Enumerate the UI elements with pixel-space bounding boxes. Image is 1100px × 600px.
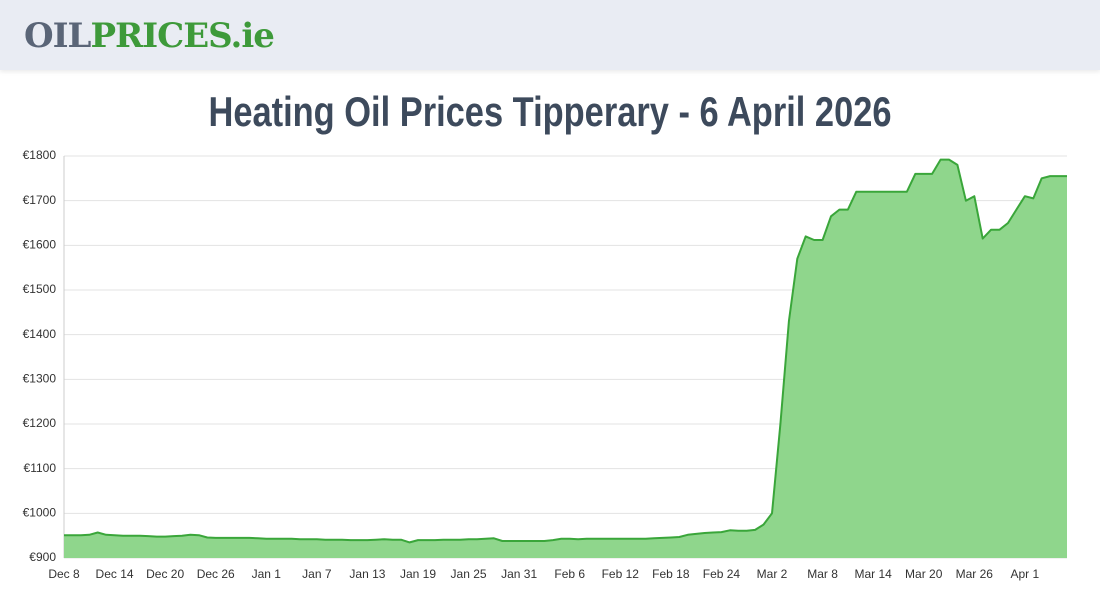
x-tick-label: Dec 8 (48, 567, 80, 581)
x-tick-label: Jan 19 (400, 567, 436, 581)
y-tick-label: €1400 (23, 327, 57, 341)
x-tick-label: Feb 24 (703, 567, 741, 581)
x-tick-label: Dec 20 (146, 567, 184, 581)
y-tick-label: €1000 (23, 506, 57, 520)
x-tick-label: Jan 1 (252, 567, 282, 581)
chart-title: Heating Oil Prices Tipperary - 6 April 2… (208, 89, 891, 136)
x-tick-label: Jan 7 (302, 567, 332, 581)
x-tick-label: Mar 14 (854, 567, 892, 581)
y-tick-label: €1500 (23, 282, 57, 296)
x-tick-label: Mar 26 (956, 567, 994, 581)
y-tick-label: €1700 (23, 193, 57, 207)
x-tick-label: Apr 1 (1011, 567, 1040, 581)
y-tick-label: €900 (29, 550, 56, 564)
x-tick-label: Feb 12 (602, 567, 640, 581)
x-tick-label: Jan 13 (349, 567, 385, 581)
y-tick-label: €1100 (24, 461, 57, 475)
line (64, 158, 1067, 544)
y-tick-label: €1800 (23, 148, 57, 162)
x-tick-label: Mar 20 (905, 567, 943, 581)
logo-text: PRICES.ie (90, 16, 274, 56)
y-tick-label: €1200 (23, 416, 57, 430)
x-tick-label: Jan 25 (451, 567, 487, 581)
x-tick-label: Mar 2 (757, 567, 788, 581)
y-tick-label: €1600 (23, 238, 57, 252)
logo[interactable]: OILPRICES.ie (24, 16, 275, 56)
area (64, 159, 1067, 558)
x-tick-label: Dec 14 (96, 567, 134, 581)
x-tick-label: Dec 26 (197, 567, 235, 581)
x-tick-label: Mar 8 (807, 567, 838, 581)
x-tick-label: Feb 18 (652, 567, 690, 581)
x-tick-label: Feb 6 (554, 567, 585, 581)
y-tick-label: €1300 (23, 372, 57, 386)
x-tick-label: Jan 31 (501, 567, 537, 581)
logo-text: OIL (24, 16, 91, 56)
header: OILPRICES.ie (0, 0, 1100, 70)
